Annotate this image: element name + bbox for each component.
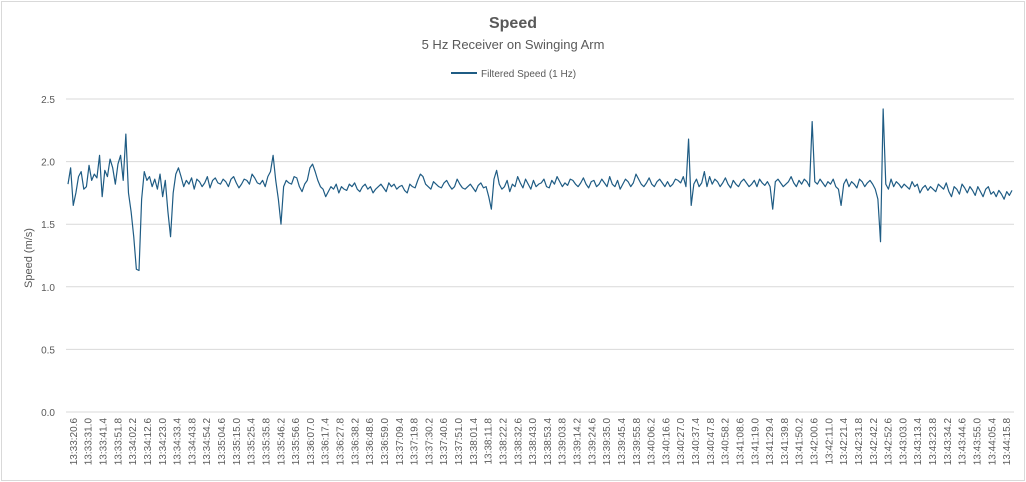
x-tick-label: 13:37:09.4: [395, 418, 406, 466]
x-tick-label: 13:34:43.8: [187, 418, 198, 466]
x-tick-label: 13:41:08.6: [735, 418, 746, 466]
x-tick-label: 13:34:54.2: [202, 418, 213, 466]
x-tick-label: 13:34:23.0: [158, 418, 169, 466]
gridlines: [66, 98, 1014, 350]
y-tick-label: 1.0: [41, 283, 55, 294]
x-tick-label: 13:43:55.0: [972, 418, 983, 466]
x-tick-label: 13:36:59.0: [380, 418, 391, 466]
x-tick-label: 13:42:11.0: [824, 418, 835, 465]
x-tick-label: 13:35:46.2: [276, 418, 287, 466]
x-tick-label: 13:43:23.8: [928, 418, 939, 466]
x-tick-label: 13:40:16.6: [661, 418, 672, 466]
y-tick-label: 0.0: [41, 408, 55, 419]
x-tick-label: 13:40:58.2: [721, 418, 732, 466]
x-tick-label: 13:42:31.8: [854, 418, 865, 466]
x-tick-label: 13:42:42.2: [869, 418, 880, 466]
x-tick-label: 13:37:51.0: [454, 418, 465, 466]
x-tick-label: 13:33:20.6: [69, 418, 80, 466]
x-tick-label: 13:43:13.4: [913, 418, 924, 466]
x-tick-label: 13:34:12.6: [143, 418, 154, 466]
x-tick-label: 13:40:47.8: [706, 418, 717, 466]
legend-series-label: Filtered Speed (1 Hz): [481, 69, 576, 80]
legend: Filtered Speed (1 Hz): [451, 69, 576, 80]
series-group: [67, 108, 1013, 272]
x-tick-label: 13:43:03.0: [898, 418, 909, 466]
x-tick-label: 13:35:15.0: [232, 418, 243, 466]
y-tick-label: 2.5: [41, 95, 55, 106]
x-tick-label: 13:35:56.6: [291, 418, 302, 466]
x-tick-label: 13:40:27.0: [676, 418, 687, 466]
x-tick-label: 13:37:19.8: [410, 418, 421, 466]
x-tick-label: 13:44:15.8: [1002, 418, 1013, 466]
x-tick-label: 13:42:52.6: [884, 418, 895, 466]
x-tick-label: 13:41:29.4: [765, 418, 776, 466]
x-tick-label: 13:35:04.6: [217, 418, 228, 466]
chart-title: Speed: [489, 15, 537, 32]
x-tick-label: 13:38:22.2: [498, 418, 509, 466]
x-tick-label: 13:42:00.6: [810, 418, 821, 466]
x-tick-label: 13:38:32.6: [513, 418, 524, 466]
x-tick-label: 13:39:45.4: [617, 418, 628, 466]
y-tick-label: 2.0: [41, 158, 55, 169]
x-tick-label: 13:41:50.2: [795, 418, 806, 466]
x-tick-label: 13:43:34.2: [943, 418, 954, 466]
y-axis-label: Speed (m/s): [23, 228, 35, 288]
x-tick-label: 13:42:21.4: [839, 418, 850, 466]
x-tick-label: 13:40:37.4: [691, 418, 702, 466]
x-tick-label: 13:35:35.8: [261, 418, 272, 466]
x-tick-label: 13:33:51.8: [113, 418, 124, 466]
x-tick-label: 13:44:05.4: [987, 418, 998, 466]
x-tick-label: 13:36:48.6: [365, 418, 376, 466]
x-tick-label: 13:37:40.6: [439, 418, 450, 466]
x-tick-label: 13:43:44.6: [958, 418, 969, 466]
x-tick-label: 13:39:14.2: [573, 418, 584, 466]
x-tick-label: 13:39:55.8: [632, 418, 643, 466]
x-axis-tick-labels: 13:33:20.6 13:33:31.0 13:33:41.4 13:33:51.8…: [69, 418, 1013, 466]
x-tick-label: 13:36:17.4: [321, 418, 332, 466]
x-tick-label: 13:38:53.4: [543, 418, 554, 466]
x-tick-label: 13:34:02.2: [128, 418, 139, 466]
x-tick-label: 13:41:39.8: [780, 418, 791, 466]
x-tick-label: 13:38:01.4: [469, 418, 480, 466]
x-tick-label: 13:41:19.0: [750, 418, 761, 466]
y-tick-label: 1.5: [41, 220, 55, 231]
x-tick-label: 13:39:03.8: [558, 418, 569, 466]
x-tick-label: 13:37:30.2: [424, 418, 435, 466]
y-tick-label: 0.5: [41, 345, 55, 356]
x-tick-label: 13:39:24.6: [587, 418, 598, 466]
x-tick-label: 13:33:41.4: [99, 418, 110, 466]
x-tick-label: 13:39:35.0: [602, 418, 613, 466]
x-tick-label: 13:33:31.0: [84, 418, 95, 466]
y-axis-tick-labels: 0.0 0.5 1.0 1.5 2.0 2.5: [41, 95, 55, 419]
x-tick-label: 13:34:33.4: [173, 418, 184, 466]
x-tick-label: 13:36:27.8: [336, 418, 347, 466]
x-tick-label: 13:38:43.0: [528, 418, 539, 466]
x-tick-label: 13:40:06.2: [647, 418, 658, 466]
chart-subtitle: 5 Hz Receiver on Swinging Arm: [422, 37, 605, 52]
x-tick-label: 13:36:38.2: [350, 418, 361, 466]
x-tick-label: 13:36:07.0: [306, 418, 317, 466]
series-line-0: [67, 108, 1013, 272]
x-tick-label: 13:35:25.4: [247, 418, 258, 466]
x-tick-label: 13:38:11.8: [484, 418, 495, 465]
